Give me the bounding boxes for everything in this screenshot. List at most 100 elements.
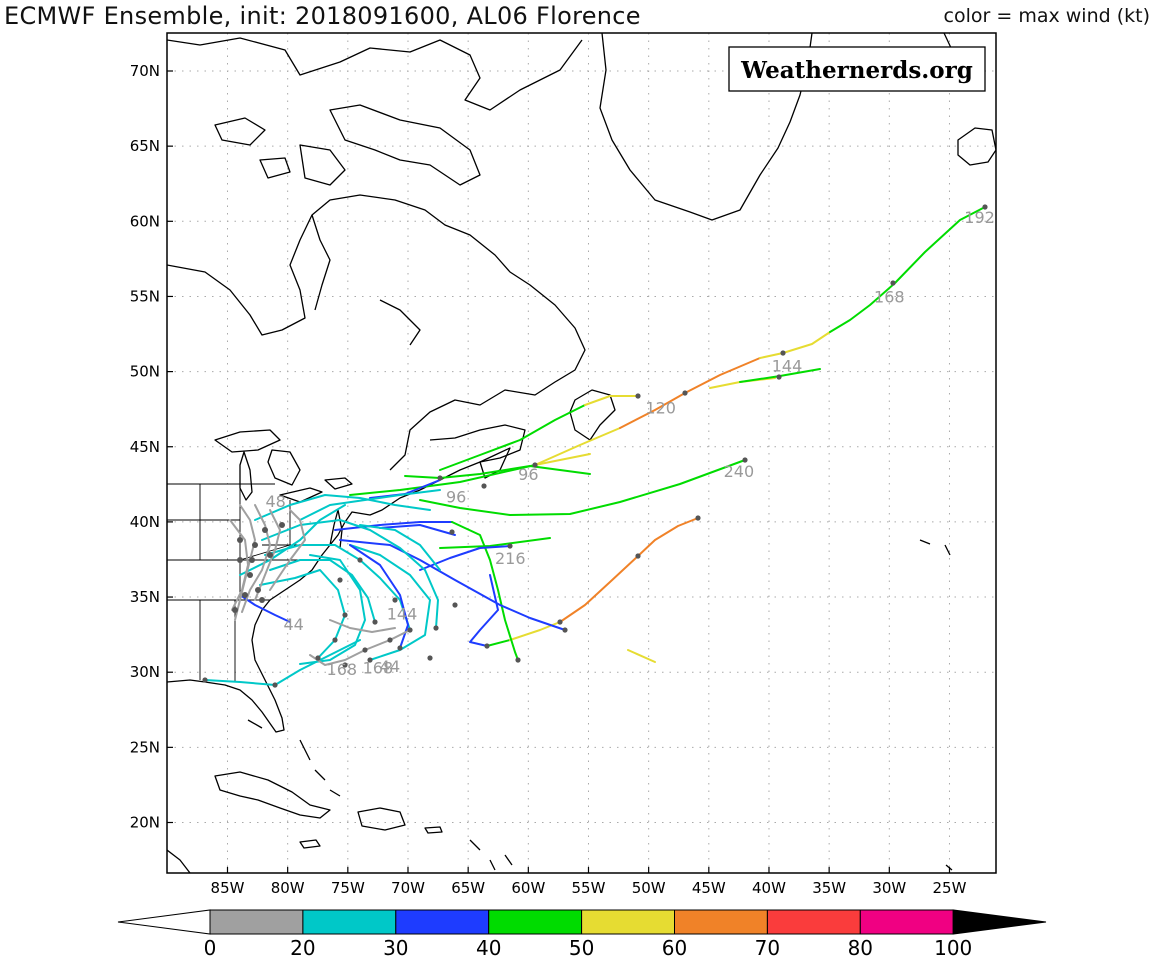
arctic-islet-1	[214, 117, 266, 146]
lat-tick-label: 65N	[130, 137, 160, 155]
lake-erie	[279, 487, 323, 503]
lon-tick-label: 75W	[331, 879, 365, 897]
hour-label: 144	[772, 357, 803, 376]
track-10	[439, 537, 551, 549]
lon-tick-label: 60W	[511, 879, 545, 897]
colorbar-label: 30	[383, 936, 408, 960]
track-11	[339, 539, 566, 631]
iceland-coast	[957, 127, 996, 166]
cuba	[214, 771, 331, 819]
track-17	[261, 519, 439, 629]
baffin-island	[329, 104, 481, 186]
hour-label: 96	[518, 465, 538, 484]
colorbar-label: 20	[290, 936, 315, 960]
lat-tick-label: 40N	[130, 513, 160, 531]
hour-label: 44	[380, 657, 400, 676]
lon-tick-label: 50W	[632, 879, 666, 897]
track-3b	[534, 453, 591, 466]
hour-label: 120	[645, 399, 676, 418]
colorbar-over-arrow	[952, 909, 1047, 935]
lon-tick-label: 70W	[391, 879, 425, 897]
track-7c	[559, 517, 699, 623]
lat-lon-grid	[167, 33, 996, 873]
track-4d	[829, 206, 986, 333]
track-1b	[584, 395, 639, 406]
track-9a	[334, 521, 453, 531]
greenland-coast	[599, 33, 813, 221]
track-7a	[486, 639, 511, 647]
colorbar-label: 50	[569, 936, 594, 960]
us-east-coast	[167, 489, 421, 733]
track-23	[204, 639, 361, 686]
track-6	[419, 459, 746, 516]
hudson-bay-coast	[167, 194, 586, 471]
arctic-islet-2	[259, 157, 291, 179]
watermark-box: Weathernerds.org	[728, 46, 986, 92]
lon-tick-label: 40W	[752, 879, 786, 897]
map-frame	[166, 32, 997, 874]
us-state-lines	[167, 483, 330, 682]
track-2a	[404, 465, 591, 479]
track-22	[239, 504, 346, 576]
bermuda-west	[919, 539, 951, 556]
colorbar: 0 20 30 40 50 60 70 80 100	[117, 909, 1047, 960]
track-25	[359, 524, 441, 571]
florida-keys	[247, 719, 263, 729]
lat-tick-label: 35N	[130, 588, 160, 606]
ensemble-tracks	[204, 206, 986, 686]
track-19	[269, 559, 376, 623]
lat-tick-label: 50N	[130, 363, 160, 381]
hour-label: 168	[327, 660, 358, 679]
puerto-rico	[424, 826, 443, 834]
colorbar-label: 70	[755, 936, 780, 960]
colorbar-under-arrow	[117, 909, 211, 935]
track-3a	[349, 464, 536, 496]
bahamas	[299, 739, 341, 797]
hour-label: 216	[495, 549, 526, 568]
track-31	[229, 519, 249, 611]
lat-tick-label: 70N	[130, 62, 160, 80]
track-27	[239, 594, 291, 623]
lake-huron	[267, 449, 301, 486]
colorbar-label: 40	[476, 936, 501, 960]
track-markers	[202, 204, 988, 688]
watermark-text: Weathernerds.org	[740, 57, 973, 84]
lat-tick-label: 20N	[130, 814, 160, 832]
color-legend-title: color = max wind (kt)	[943, 5, 1150, 27]
colorbar-label: 60	[662, 936, 687, 960]
newfoundland	[569, 389, 616, 441]
track-12	[469, 574, 499, 647]
map-title: ECMWF Ensemble, init: 2018091600, AL06 F…	[4, 2, 641, 30]
lon-tick-label: 65W	[451, 879, 485, 897]
track-4c	[759, 331, 831, 359]
colorbar-label: 80	[848, 936, 873, 960]
lon-tick-label: 45W	[692, 879, 726, 897]
arctic-islands	[167, 37, 583, 111]
maritimes-coast	[419, 424, 526, 491]
hour-label: 240	[724, 462, 755, 481]
colorbar-bin	[302, 909, 397, 935]
hour-label: 192	[964, 208, 995, 227]
lon-tick-label: 35W	[812, 879, 846, 897]
hudson-bay-east	[311, 214, 331, 311]
lon-tick-label: 25W	[933, 879, 967, 897]
nova-scotia	[479, 447, 511, 479]
track-9b	[451, 521, 519, 661]
coastlines	[167, 33, 996, 873]
lake-ontario	[324, 477, 353, 490]
latitude-axis: 70N 65N 60N 55N 50N 45N 40N 35N 30N 25N 20N	[130, 62, 173, 832]
longitude-axis: 85W 80W 75W 70W 65W 60W 55W 50W 45W 40W 35W 30W 25W	[211, 867, 967, 897]
lat-tick-label: 60N	[130, 212, 160, 230]
track-4b	[619, 357, 761, 429]
track-5a	[709, 377, 776, 389]
southampton-island	[299, 144, 346, 186]
lat-tick-label: 30N	[130, 663, 160, 681]
colorbar-label: 100	[934, 936, 972, 960]
hour-label: 48	[265, 492, 285, 511]
hour-label: 96	[446, 487, 466, 506]
track-33	[269, 509, 306, 591]
lon-tick-label: 85W	[211, 879, 245, 897]
track-26	[299, 554, 366, 665]
lat-tick-label: 25N	[130, 738, 160, 756]
